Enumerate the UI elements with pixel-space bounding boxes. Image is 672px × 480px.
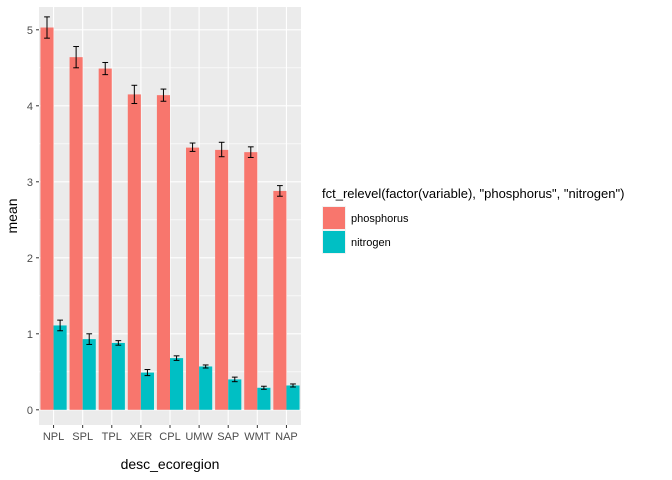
errorbar-phosphorus-WMT bbox=[247, 146, 254, 158]
errorbar-nitrogen-SAP bbox=[231, 376, 238, 383]
errorbar-nitrogen-WMT bbox=[261, 385, 267, 390]
x-tick-label: SPL bbox=[72, 431, 93, 443]
x-tick-label: TPL bbox=[102, 431, 122, 443]
x-tick-label: NPL bbox=[43, 431, 64, 443]
bar-phosphorus-UMW bbox=[186, 147, 200, 410]
bar-phosphorus-CPL bbox=[156, 95, 170, 410]
errorbar-nitrogen-TPL bbox=[115, 340, 122, 346]
x-tick-label: CPL bbox=[159, 431, 180, 443]
errorbar-nitrogen-SPL bbox=[86, 333, 93, 345]
y-tick-label: 4 bbox=[27, 101, 33, 113]
x-tick-label: XER bbox=[130, 431, 153, 443]
legend-title: fct_relevel(factor(variable), "phosphoru… bbox=[322, 186, 624, 201]
bar-phosphorus-TPL bbox=[98, 68, 112, 410]
bar-phosphorus-NAP bbox=[273, 190, 287, 410]
y-tick-label: 1 bbox=[27, 329, 33, 341]
bar-nitrogen-TPL bbox=[111, 342, 125, 410]
errorbar-phosphorus-TPL bbox=[102, 61, 109, 76]
errorbar-nitrogen-XER bbox=[144, 369, 151, 377]
errorbar-phosphorus-SAP bbox=[218, 141, 225, 158]
errorbar-phosphorus-UMW bbox=[189, 142, 196, 152]
errorbar-nitrogen-CPL bbox=[173, 355, 180, 361]
errorbar-phosphorus-CPL bbox=[160, 88, 167, 102]
bar-nitrogen-UMW bbox=[199, 366, 213, 410]
y-tick-label: 5 bbox=[27, 25, 33, 37]
bar-nitrogen-NAP bbox=[286, 385, 300, 410]
errorbar-nitrogen-UMW bbox=[202, 364, 209, 369]
legend-swatch bbox=[323, 207, 345, 229]
bar-nitrogen-XER bbox=[140, 372, 154, 410]
bar-phosphorus-XER bbox=[127, 94, 141, 410]
legend-item-nitrogen: nitrogen bbox=[322, 230, 391, 254]
x-tick-label: WMT bbox=[244, 431, 271, 443]
bar-phosphorus-WMT bbox=[244, 152, 258, 410]
errorbar-phosphorus-XER bbox=[131, 84, 138, 105]
y-axis-title: mean bbox=[4, 198, 20, 233]
bars bbox=[40, 27, 300, 410]
x-tick-label: SAP bbox=[217, 431, 239, 443]
errorbar-nitrogen-NPL bbox=[57, 319, 63, 332]
legend: fct_relevel(factor(variable), "phosphoru… bbox=[322, 186, 624, 254]
bar-nitrogen-SAP bbox=[228, 379, 242, 410]
errorbar-phosphorus-SPL bbox=[73, 46, 79, 69]
bar-phosphorus-SPL bbox=[69, 57, 83, 410]
y-axis: 0 1 2 3 4 5 bbox=[27, 25, 39, 417]
bar-nitrogen-NPL bbox=[53, 325, 67, 410]
bar-phosphorus-SAP bbox=[215, 149, 229, 410]
errorbar-phosphorus-NAP bbox=[277, 185, 283, 197]
x-tick-label: NAP bbox=[275, 431, 298, 443]
bar-nitrogen-SPL bbox=[82, 339, 96, 410]
errorbar-phosphorus-NPL bbox=[44, 16, 50, 39]
legend-swatch bbox=[323, 231, 345, 253]
error-bars bbox=[44, 16, 296, 390]
bar-nitrogen-WMT bbox=[257, 387, 271, 410]
legend-label: nitrogen bbox=[351, 237, 391, 249]
legend-item-phosphorus: phosphorus bbox=[322, 206, 409, 230]
errorbar-nitrogen-NAP bbox=[290, 383, 296, 388]
x-tick-label: UMW bbox=[185, 431, 213, 443]
bar-nitrogen-CPL bbox=[170, 358, 184, 410]
y-tick-label: 2 bbox=[27, 253, 33, 265]
y-tick-label: 3 bbox=[27, 177, 33, 189]
x-axis-title: desc_ecoregion bbox=[121, 456, 220, 472]
bar-phosphorus-NPL bbox=[40, 27, 54, 410]
legend-label: phosphorus bbox=[351, 213, 409, 225]
y-tick-label: 0 bbox=[27, 405, 33, 417]
x-axis: NPL SPL TPL XER CPL UMW SAP WMT NAP bbox=[43, 425, 298, 443]
